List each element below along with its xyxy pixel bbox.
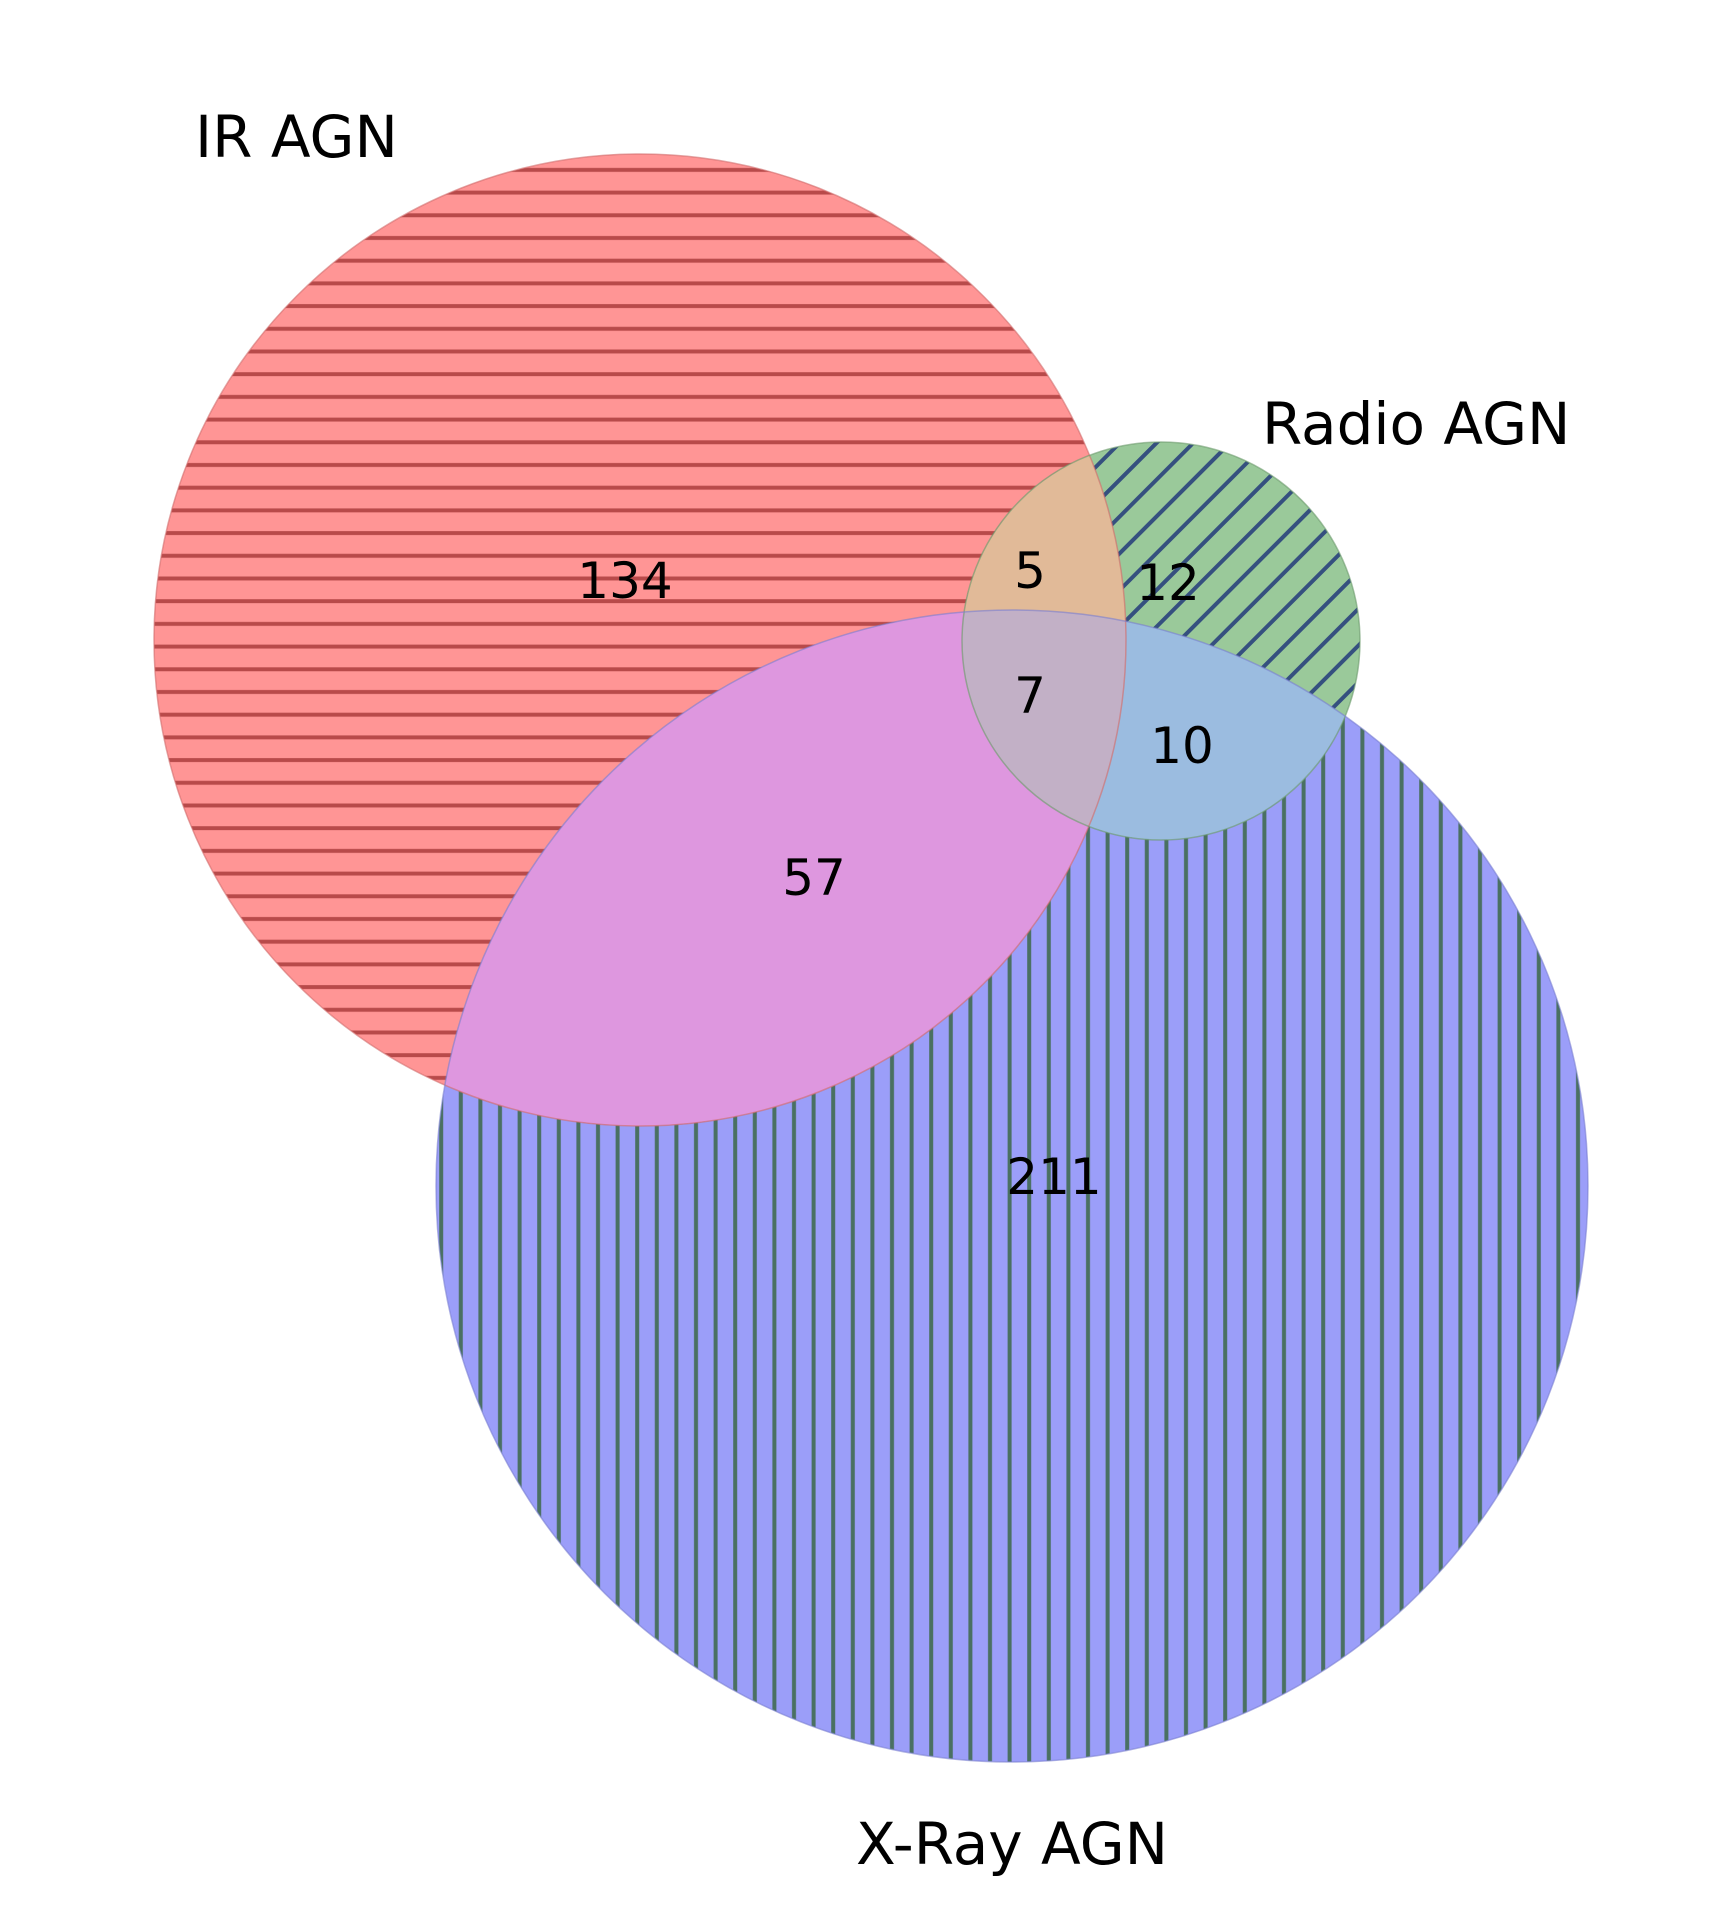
ir-radio-xray-count: 7 <box>1014 667 1046 725</box>
radio-xray-count: 10 <box>1150 717 1214 775</box>
xray-set-label: X-Ray AGN <box>856 1810 1168 1878</box>
radio-only-count: 12 <box>1136 554 1200 612</box>
ir-xray-overlap <box>436 610 1126 1126</box>
ir-only-count: 134 <box>577 552 672 610</box>
xray-outline <box>435 609 1589 1763</box>
xray-only-count: 211 <box>1006 1148 1101 1206</box>
radio-outline <box>961 441 1361 841</box>
ir-outline <box>153 153 1127 1127</box>
ir-radio-count: 5 <box>1014 542 1046 600</box>
ir-set-label: IR AGN <box>195 103 398 171</box>
radio-set-label: Radio AGN <box>1262 390 1570 458</box>
ir-xray-count: 57 <box>782 849 846 907</box>
